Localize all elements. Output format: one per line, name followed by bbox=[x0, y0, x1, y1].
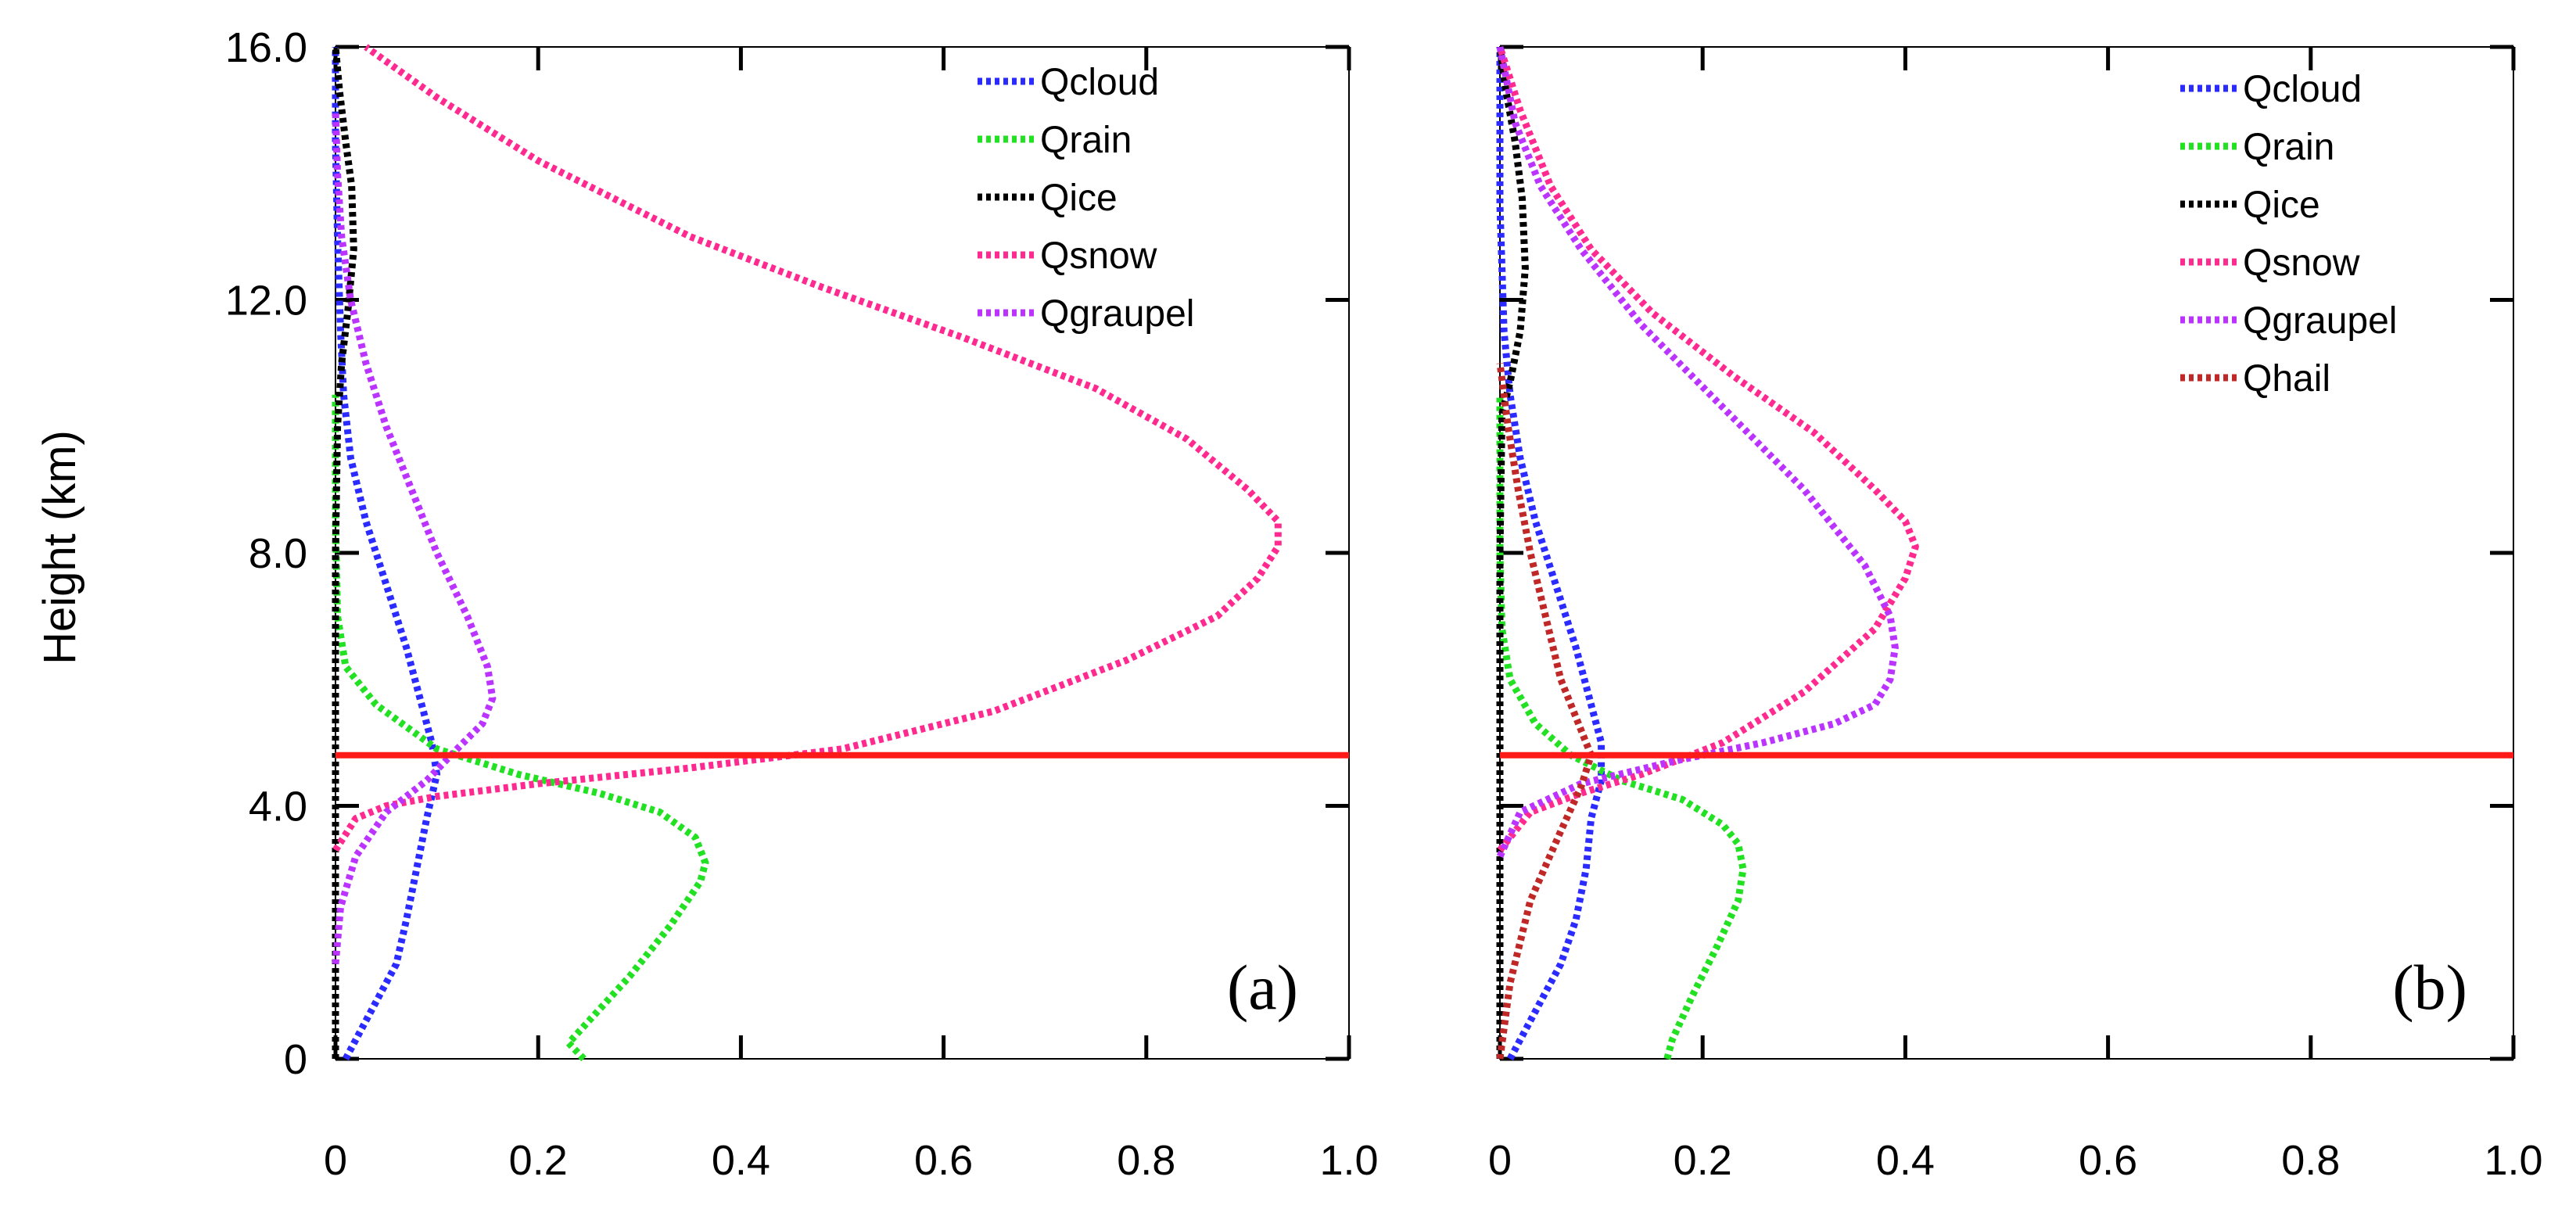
legend-entry-qgraupel: Qgraupel bbox=[1040, 293, 1194, 335]
x-tick-label: 0.6 bbox=[2079, 1137, 2137, 1184]
x-tick-label: 0.4 bbox=[1876, 1137, 1935, 1184]
series-line-qrain bbox=[332, 394, 709, 1062]
x-tick-label: 1.0 bbox=[1319, 1137, 1378, 1184]
y-tick-label: 12.0 bbox=[225, 278, 307, 325]
x-tick-label: 0 bbox=[1488, 1137, 1512, 1184]
legend-entry-qgraupel: Qgraupel bbox=[2243, 300, 2397, 342]
x-tick-label: 0.4 bbox=[712, 1137, 770, 1184]
y-axis-label: Height (km) bbox=[34, 430, 85, 665]
panel-a: 0 0.2 0.4 0.6 0.8 1.0 0 4.0 8.0 12.0 16.0 Qcloud Qra… bbox=[225, 24, 1379, 1184]
plot-frame bbox=[1499, 46, 2514, 1060]
x-tick-label: 0.8 bbox=[2281, 1137, 2340, 1184]
series-line-qgraupel bbox=[1496, 46, 1899, 859]
x-tick-label: 1.0 bbox=[2484, 1137, 2542, 1184]
series-line-qice bbox=[1496, 46, 1529, 1059]
legend-entry-qsnow: Qsnow bbox=[2243, 242, 2360, 284]
legend-entry-qrain: Qrain bbox=[2243, 127, 2334, 168]
legend-entry-qrain: Qrain bbox=[1040, 120, 1132, 161]
series-line-qice bbox=[332, 46, 357, 1059]
plot-frame bbox=[335, 46, 1350, 1060]
series-line-qsnow bbox=[332, 44, 1282, 852]
legend-entry-qsnow: Qsnow bbox=[1040, 235, 1157, 277]
y-tick-label: 16.0 bbox=[225, 24, 307, 71]
y-tick-label: 0 bbox=[284, 1036, 307, 1083]
series-line-qhail bbox=[1496, 362, 1595, 1060]
y-tick-label: 8.0 bbox=[249, 530, 307, 577]
series-line-qrain bbox=[1496, 394, 1747, 1060]
x-tick-label: 0 bbox=[324, 1137, 347, 1184]
panel-b: 0 0.2 0.4 0.6 0.8 1.0 Qcloud Qrain Qice Qsnow Qgra… bbox=[1488, 45, 2543, 1184]
panel-label: (a) bbox=[1227, 952, 1298, 1023]
x-tick-label: 0.2 bbox=[509, 1137, 568, 1184]
series-line-qsnow bbox=[1496, 45, 1919, 852]
legend-entry-qcloud: Qcloud bbox=[2243, 69, 2362, 110]
panel-label: (b) bbox=[2392, 952, 2467, 1023]
series-line-qgraupel bbox=[332, 109, 497, 965]
legend-entry-qcloud: Qcloud bbox=[1040, 62, 1159, 103]
x-tick-label: 0.8 bbox=[1117, 1137, 1175, 1184]
x-tick-label: 0.6 bbox=[914, 1137, 973, 1184]
series-line-qcloud bbox=[332, 47, 441, 1061]
x-tick-label: 0.2 bbox=[1674, 1137, 1732, 1184]
series-line-qcloud bbox=[1496, 47, 1606, 1061]
legend-entry-qice: Qice bbox=[1040, 178, 1118, 219]
legend-entry-qice: Qice bbox=[2243, 185, 2320, 226]
legend: Qcloud Qrain Qice Qsnow Qgraupel bbox=[978, 62, 1194, 335]
legend: Qcloud Qrain Qice Qsnow Qgraupel Qhail bbox=[2180, 69, 2397, 400]
legend-entry-qhail: Qhail bbox=[2243, 358, 2330, 400]
y-tick-label: 4.0 bbox=[249, 784, 307, 830]
